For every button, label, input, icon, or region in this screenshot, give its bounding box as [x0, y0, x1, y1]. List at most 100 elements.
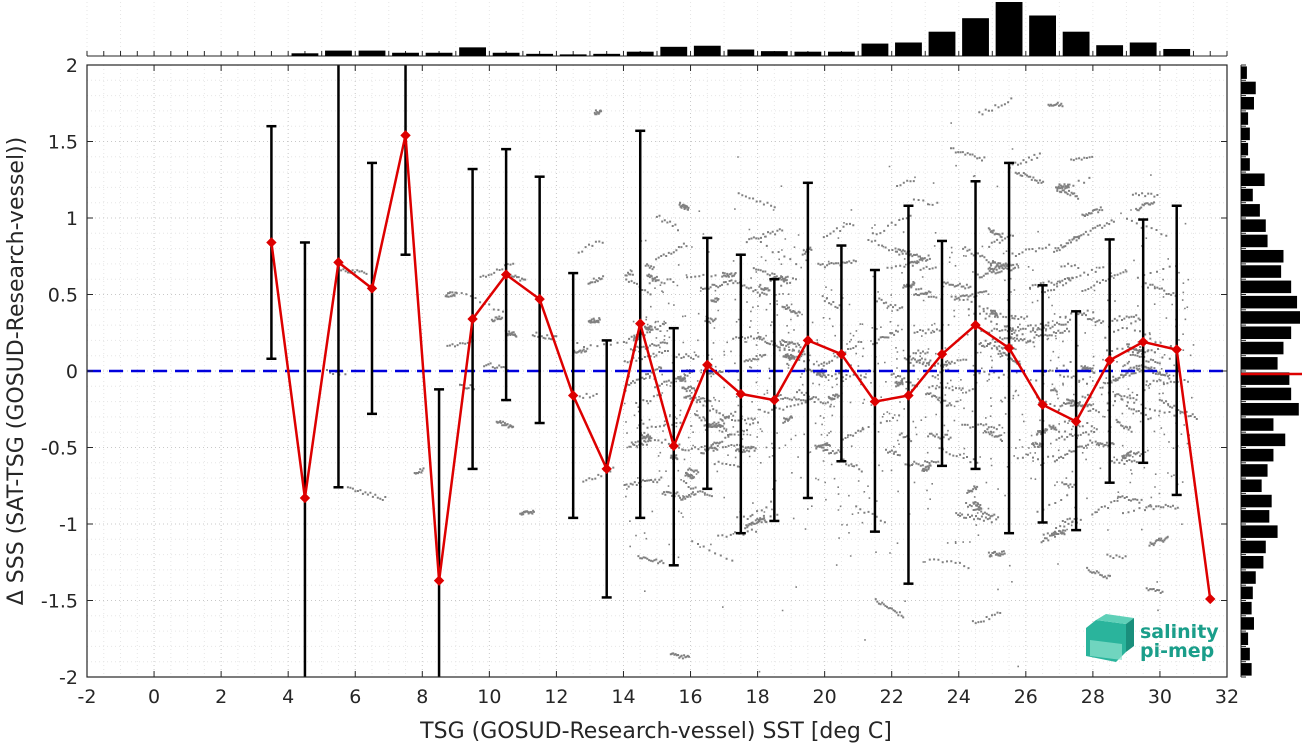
x-tick-label: 30 — [1148, 686, 1172, 708]
right-histogram-bar — [1241, 127, 1250, 141]
right-histogram-background — [1241, 65, 1302, 677]
logo-line1: salinity — [1140, 621, 1219, 643]
right-histogram-bar — [1241, 601, 1252, 615]
mean-point — [601, 463, 612, 475]
x-tick-label: 4 — [282, 686, 294, 708]
x-tick-label: 20 — [813, 686, 837, 708]
right-histogram-bar — [1241, 158, 1250, 171]
x-tick-label: 14 — [611, 686, 635, 708]
x-tick-label: 28 — [1081, 686, 1105, 708]
top-histogram-bar — [794, 51, 822, 56]
x-axis-label: TSG (GOSUD-Research-vessel) SST [deg C] — [419, 719, 892, 744]
top-histogram-bar — [828, 51, 855, 56]
logo-line2: pi-mep — [1140, 640, 1214, 662]
right-histogram-bar — [1241, 663, 1252, 676]
right-histogram-bar — [1241, 448, 1274, 462]
error-bar — [299, 241, 310, 677]
mean-point — [635, 318, 646, 329]
mean-point — [970, 319, 981, 331]
right-histogram-bar — [1241, 249, 1284, 263]
top-histogram-bar — [358, 50, 386, 56]
right-histogram-bar — [1241, 295, 1298, 309]
top-histogram-bar — [559, 54, 587, 56]
x-tick-label: 6 — [349, 686, 361, 708]
right-histogram-bar — [1241, 219, 1266, 232]
right-histogram-bar — [1241, 326, 1292, 340]
mean-point — [567, 390, 579, 401]
top-histogram-bar — [861, 43, 889, 56]
right-histogram-bar — [1241, 81, 1256, 95]
right-histogram-bar — [1241, 571, 1256, 584]
top-histogram-bar — [727, 49, 755, 56]
right-histogram-bar — [1241, 66, 1247, 79]
top-histogram-bar — [526, 53, 554, 56]
right-histogram-bar — [1241, 647, 1250, 661]
right-histogram-bar — [1241, 525, 1278, 538]
top-histogram-bar — [1029, 15, 1056, 56]
right-histogram-bar — [1241, 617, 1254, 630]
top-histogram-bar — [760, 51, 788, 56]
x-tick-label: 32 — [1215, 686, 1239, 708]
right-histogram-bar — [1241, 280, 1292, 294]
mean-point — [433, 575, 445, 586]
right-histogram-bar — [1241, 173, 1265, 187]
mean-point — [500, 269, 512, 280]
y-tick-label: 2 — [66, 55, 78, 77]
mean-point — [1205, 593, 1216, 605]
right-histogram-bar — [1241, 96, 1254, 110]
right-histogram-bar — [1241, 357, 1278, 370]
mean-point — [1037, 399, 1048, 410]
x-tick-label: 8 — [416, 686, 428, 708]
top-histogram-bar — [895, 42, 922, 56]
mean-point — [668, 440, 679, 452]
y-tick-label: -1 — [59, 514, 78, 536]
top-histogram — [86, 2, 1228, 57]
y-tick-label: -2 — [59, 667, 78, 689]
y-tick-label: 1.5 — [48, 132, 78, 154]
top-histogram-bar — [325, 50, 352, 56]
right-histogram-bar — [1241, 402, 1299, 416]
x-tick-label: 18 — [745, 686, 769, 708]
right-histogram-bar — [1241, 341, 1284, 355]
mean-series — [266, 130, 1216, 605]
error-bar — [333, 65, 344, 489]
error-bar — [400, 65, 411, 256]
top-histogram-bar — [459, 47, 486, 56]
mean-point — [702, 359, 713, 371]
x-tick-label: 24 — [947, 686, 971, 708]
mean-point — [836, 348, 847, 360]
top-histogram-bar — [492, 52, 520, 56]
mean-point — [266, 237, 277, 248]
top-histogram-bar — [995, 2, 1023, 56]
right-histogram-bar — [1241, 464, 1268, 477]
y-tick-label: 0 — [66, 361, 78, 383]
right-histogram-bar — [1241, 311, 1300, 324]
right-histogram-bar — [1241, 387, 1292, 401]
x-tick-label: 16 — [678, 686, 702, 708]
mean-point — [1137, 336, 1149, 348]
top-histogram-bar — [392, 52, 419, 56]
right-histogram-bar — [1241, 265, 1282, 278]
tick-labels: -2 0 2 4 6 8 10 12 14 16 18 20 22 24 26 28 30 32-2-1.5-1-… — [41, 55, 1239, 708]
mean-point — [467, 313, 478, 325]
right-histogram-bar — [1241, 555, 1264, 569]
mean-point — [1070, 416, 1082, 427]
mean-point — [1171, 344, 1182, 355]
right-histogram-bar — [1241, 586, 1253, 600]
mean-point — [903, 390, 914, 401]
x-tick-label: 10 — [477, 686, 501, 708]
top-histogram-bar — [1062, 31, 1090, 56]
top-histogram-bar — [660, 46, 688, 56]
y-tick-label: 1 — [66, 208, 78, 230]
right-histogram-bar — [1241, 433, 1286, 447]
x-tick-label: 12 — [544, 686, 568, 708]
mean-point — [1104, 355, 1115, 366]
mean-point — [400, 130, 411, 141]
mean-point — [869, 396, 881, 407]
axes — [86, 64, 1228, 678]
top-histogram-bar — [1096, 45, 1124, 56]
y-tick-label: -0.5 — [41, 438, 78, 460]
top-histogram-bar — [425, 52, 453, 56]
right-histogram — [1240, 64, 1302, 678]
